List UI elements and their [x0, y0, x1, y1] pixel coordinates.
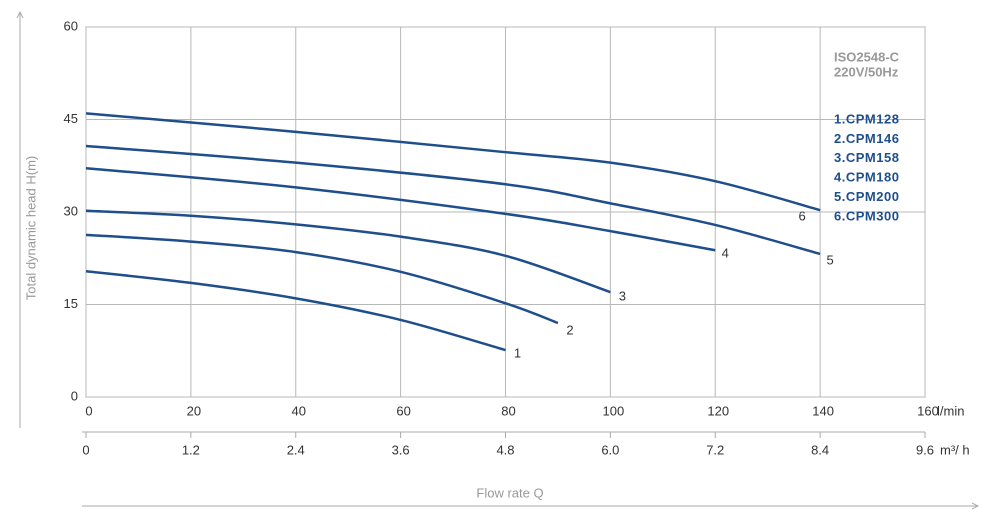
y-axis-title: Total dynamic head H(m) — [23, 156, 38, 301]
curve-label: 4 — [722, 246, 729, 261]
x-tick-label: 60 — [396, 403, 410, 418]
x-tick-label: 120 — [707, 403, 729, 418]
y-tick-label: 15 — [64, 296, 78, 311]
legend-entry: 3.CPM158 — [834, 150, 899, 165]
x2-tick-label: 4.8 — [496, 442, 514, 457]
x2-tick-label: 6.0 — [601, 442, 619, 457]
curve — [85, 144, 821, 256]
x-unit: l/min — [937, 403, 964, 418]
x2-tick-label: 2.4 — [287, 442, 305, 457]
curve-label: 5 — [827, 252, 834, 267]
x2-tick-label: 0 — [82, 442, 89, 457]
legend-entry: 1.CPM128 — [834, 111, 899, 126]
x2-tick-label: 1.2 — [182, 442, 200, 457]
curve — [85, 269, 506, 352]
x-tick-label: 40 — [292, 403, 306, 418]
x-tick-label: 160 — [917, 403, 939, 418]
y-tick-label: 45 — [64, 111, 78, 126]
y-tick-label: 0 — [71, 388, 78, 403]
x-tick-label: 20 — [187, 403, 201, 418]
curve-label: 1 — [514, 346, 521, 361]
curve — [85, 166, 716, 252]
x-tick-label: 140 — [812, 403, 834, 418]
y-tick-label: 60 — [64, 18, 78, 33]
curve-label: 2 — [566, 322, 573, 337]
x-tick-label: 0 — [85, 403, 92, 418]
curve — [85, 112, 821, 212]
x2-tick-label: 3.6 — [392, 442, 410, 457]
x-tick-label: 100 — [603, 403, 625, 418]
curve — [85, 233, 559, 325]
x-axis-title: Flow rate Q — [476, 485, 543, 500]
y-tick-label: 30 — [64, 203, 78, 218]
x2-tick-label: 9.6 — [916, 442, 934, 457]
legend-entry: 6.CPM300 — [834, 208, 899, 223]
legend-entry: 2.CPM146 — [834, 131, 899, 146]
x2-tick-label: 8.4 — [811, 442, 829, 457]
curve-label: 6 — [799, 209, 806, 224]
x-tick-label: 80 — [501, 403, 515, 418]
legend-entry: 5.CPM200 — [834, 189, 899, 204]
x2-tick-label: 7.2 — [706, 442, 724, 457]
annotation: 220V/50Hz — [834, 64, 899, 79]
annotation: ISO2548-C — [834, 49, 900, 64]
x2-unit: m³/ h — [940, 442, 970, 457]
curve — [85, 209, 611, 294]
legend-entry: 4.CPM180 — [834, 170, 899, 185]
curve-label: 3 — [619, 289, 626, 304]
